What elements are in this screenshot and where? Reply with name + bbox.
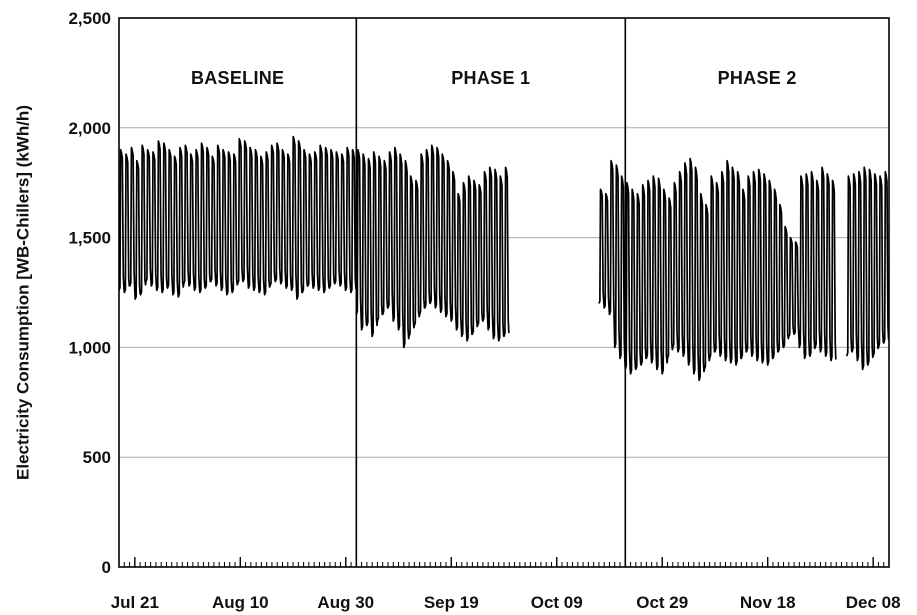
x-tick-label-2008-10-09: Oct 09 [531, 593, 583, 612]
phase-labels: BASELINE PHASE 1 PHASE 2 [191, 68, 797, 88]
x-tick-label-2008-08-30: Aug 30 [317, 593, 374, 612]
x-tick-label-2008-11-18: Nov 18 [740, 593, 796, 612]
x-tick-label-2008-08-10: Aug 10 [212, 593, 269, 612]
y-axis-label: Electricity Consumption [WB-Chillers] (k… [13, 105, 32, 480]
y-tick-label-0: 0 [102, 558, 111, 577]
y-tick-label-1000: 1,000 [68, 338, 111, 357]
y-tick-label-2500: 2,500 [68, 9, 111, 28]
phase-label-baseline: BASELINE [191, 68, 284, 88]
y-axis-tick-labels: 0 500 1,000 1,500 2,000 2,500 [68, 9, 111, 577]
x-axis-ticks [123, 557, 885, 567]
x-tick-label-2008-12-08: Dec 08 [846, 593, 901, 612]
y-tick-label-500: 500 [83, 448, 111, 467]
series-0-segment-0 [118, 135, 357, 300]
phase-label-phase-1: PHASE 1 [451, 68, 530, 88]
x-tick-label-2008-07-21: Jul 21 [111, 593, 159, 612]
x-axis-tick-labels: Jul 21 Aug 10 Aug 30 Sep 19 Oct 09 Oct 29 Nov … [111, 593, 901, 612]
y-tick-label-1500: 1,500 [68, 229, 111, 248]
phase-dividers [355, 18, 627, 567]
series-line [118, 135, 890, 382]
y-tick-label-2000: 2,000 [68, 119, 111, 138]
x-tick-label-2008-09-19: Sep 19 [424, 593, 479, 612]
x-tick-label-2008-10-29: Oct 29 [636, 593, 688, 612]
phase-label-phase-2: PHASE 2 [718, 68, 797, 88]
series-0-segment-1 [355, 144, 510, 349]
series-0-segment-2 [598, 157, 890, 382]
